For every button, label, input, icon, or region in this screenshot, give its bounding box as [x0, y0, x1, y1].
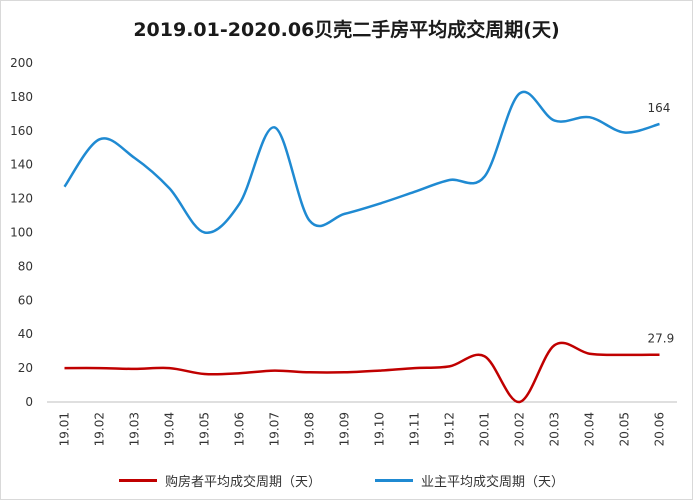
data-point-owner: [238, 202, 240, 204]
x-tick-label: 20.04: [583, 412, 597, 446]
data-point-buyer: [273, 369, 275, 371]
data-point-buyer: [343, 371, 345, 373]
chart-title: 2019.01-2020.06贝壳二手房平均成交周期(天): [133, 19, 560, 41]
x-tick-label: 20.03: [548, 412, 562, 446]
legend-swatch-buyer: [119, 479, 157, 482]
data-point-owner: [518, 92, 520, 94]
data-point-owner: [98, 138, 100, 140]
data-point-buyer: [98, 367, 100, 369]
data-point-buyer: [378, 369, 380, 371]
y-tick-label: 100: [10, 226, 33, 240]
data-point-owner: [483, 175, 485, 177]
legend-label-buyer: 购房者平均成交周期（天）: [165, 475, 322, 490]
y-tick-label: 160: [10, 124, 33, 138]
data-point-buyer: [63, 367, 65, 369]
chart-plot: 0 20 40 60 80 100 120 140 160 180 200 19.01 19.02 19.…: [10, 56, 677, 446]
legend-swatch-owner: [375, 479, 413, 482]
data-point-owner: [343, 213, 345, 215]
y-tick-label: 80: [18, 259, 33, 273]
x-tick-label: 19.03: [128, 412, 142, 446]
x-tick-label: 19.11: [408, 412, 422, 446]
end-value-label-owner: 164: [648, 101, 671, 115]
data-point-owner: [553, 119, 555, 121]
y-tick-label: 0: [25, 395, 33, 409]
data-point-owner: [448, 179, 450, 181]
data-point-buyer: [308, 371, 310, 373]
x-tick-label: 19.12: [443, 412, 457, 446]
data-point-owner: [658, 123, 660, 125]
series-line-buyer: [64, 341, 660, 404]
end-value-label-buyer: 27.9: [648, 332, 675, 346]
y-tick-label: 20: [18, 361, 33, 375]
data-point-buyer: [133, 368, 135, 370]
legend-item-owner: 业主平均成交周期（天）: [375, 471, 564, 490]
data-point-owner: [308, 219, 310, 221]
data-point-buyer: [518, 401, 520, 403]
data-point-buyer: [588, 352, 590, 354]
x-tick-label: 20.01: [478, 412, 492, 446]
x-tick-label: 19.06: [233, 412, 247, 446]
x-tick-label: 19.09: [338, 412, 352, 446]
data-point-owner: [273, 126, 275, 128]
y-tick-label: 180: [10, 90, 33, 104]
data-point-owner: [133, 157, 135, 159]
data-point-owner: [588, 116, 590, 118]
y-tick-label: 60: [18, 293, 33, 307]
data-point-buyer: [623, 354, 625, 356]
data-point-buyer: [658, 354, 660, 356]
x-tick-label: 19.04: [163, 412, 177, 446]
x-tick-label: 19.01: [58, 412, 72, 446]
y-tick-label: 140: [10, 158, 33, 172]
data-point-owner: [413, 191, 415, 193]
data-point-owner: [63, 186, 65, 188]
legend-item-buyer: 购房者平均成交周期（天）: [119, 471, 321, 490]
data-point-buyer: [448, 365, 450, 367]
y-tick-label: 200: [10, 56, 33, 70]
data-point-buyer: [238, 372, 240, 374]
data-point-owner: [378, 202, 380, 204]
data-point-buyer: [553, 344, 555, 346]
legend-label-owner: 业主平均成交周期（天）: [421, 475, 565, 490]
x-tick-label: 19.05: [198, 412, 212, 446]
legend: 购房者平均成交周期（天） 业主平均成交周期（天）: [1, 471, 692, 493]
x-tick-label: 19.02: [93, 412, 107, 446]
data-point-owner: [203, 231, 205, 233]
y-tick-label: 120: [10, 192, 33, 206]
x-tick-label: 20.05: [618, 412, 632, 446]
data-point-buyer: [168, 367, 170, 369]
x-tick-label: 20.06: [653, 412, 667, 446]
data-point-owner: [623, 131, 625, 133]
x-tick-label: 19.07: [268, 412, 282, 446]
data-point-owner: [168, 187, 170, 189]
y-tick-label: 40: [18, 327, 33, 341]
x-tick-label: 19.10: [373, 412, 387, 446]
x-tick-label: 20.02: [513, 412, 527, 446]
x-tick-label: 19.08: [303, 412, 317, 446]
data-point-buyer: [203, 373, 205, 375]
data-point-buyer: [483, 355, 485, 357]
data-point-buyer: [413, 367, 415, 369]
series-line-owner: [63, 90, 660, 234]
